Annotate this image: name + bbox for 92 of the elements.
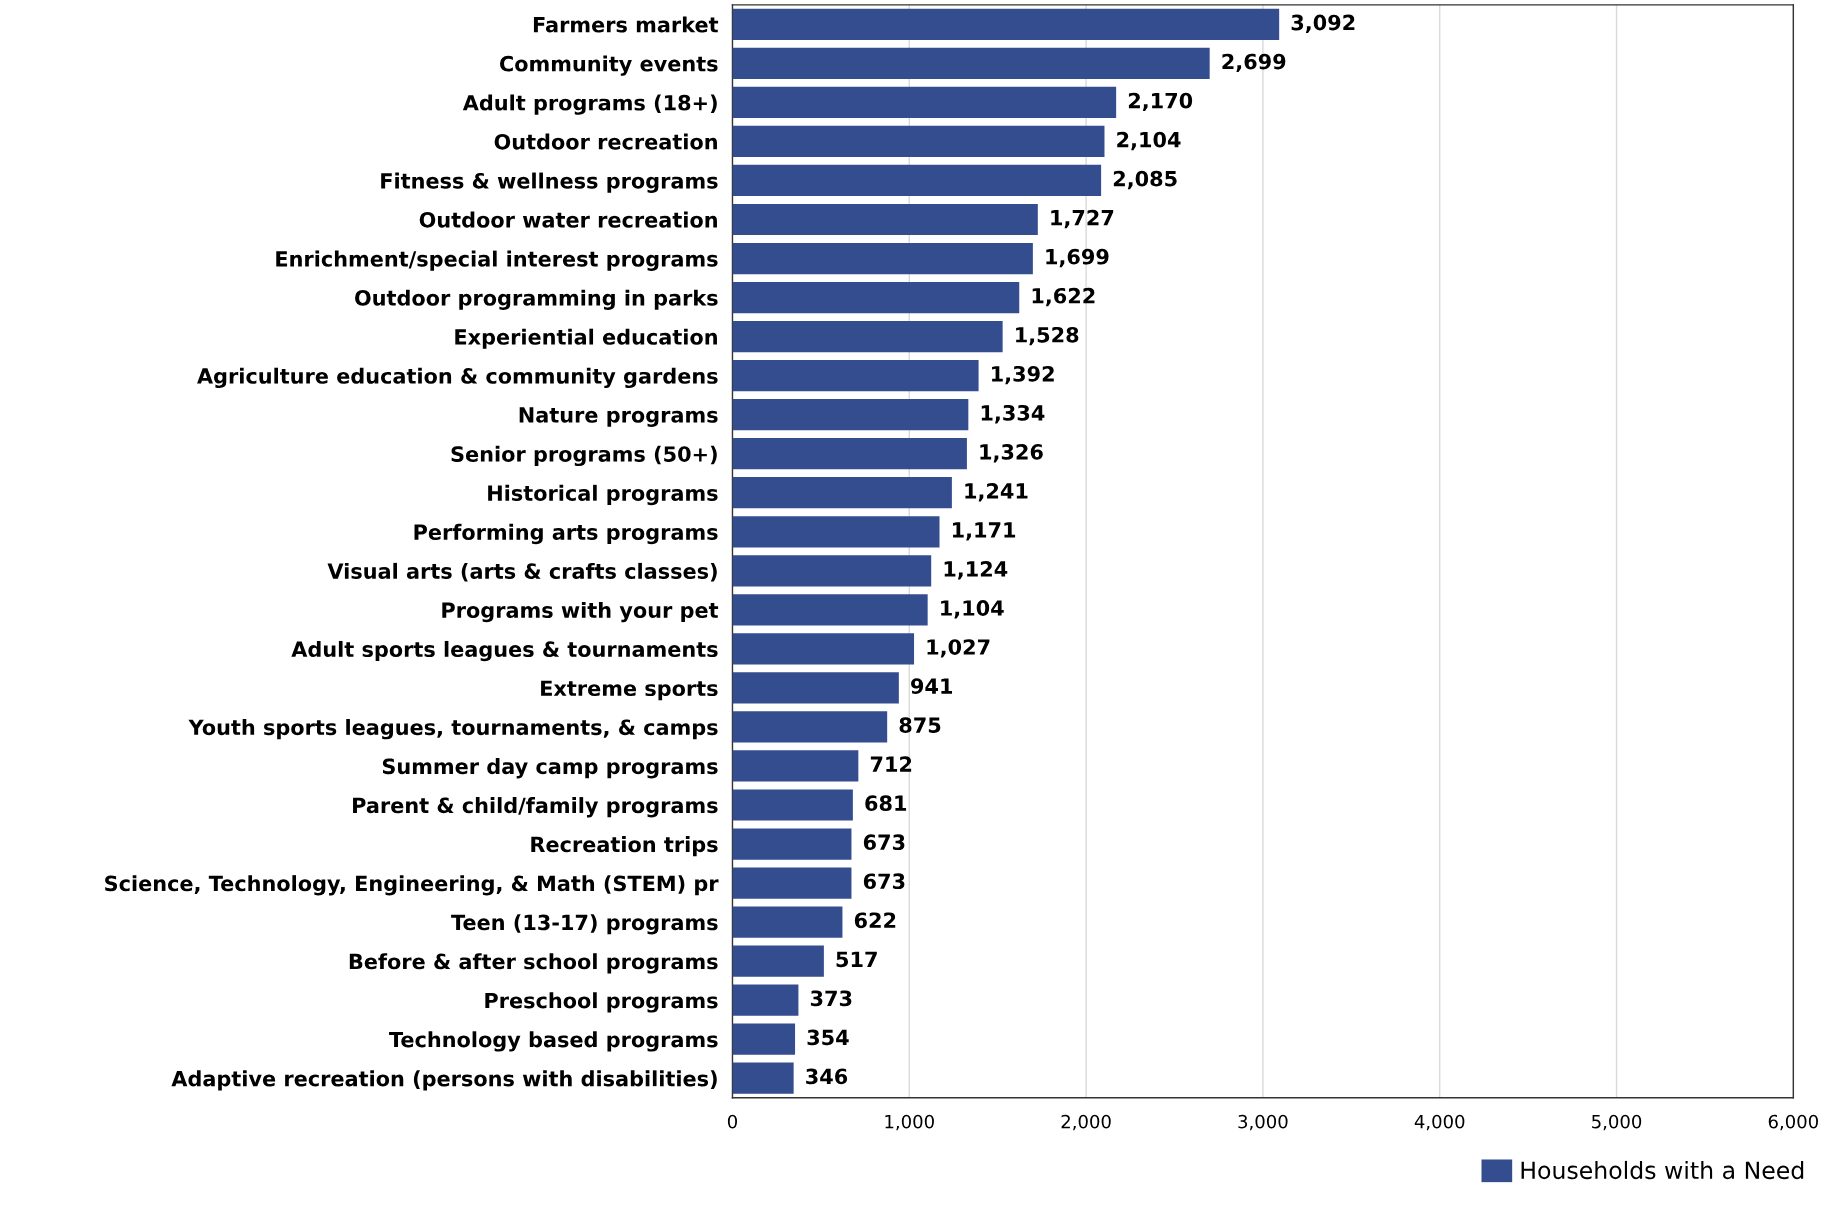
data-label: 681 bbox=[865, 795, 907, 812]
y-tick-label: Farmers market bbox=[533, 16, 719, 33]
x-tick-label: 6,000 bbox=[1768, 1114, 1818, 1131]
y-tick-label: Adult programs (18+) bbox=[462, 94, 717, 115]
y-tick-label: Adaptive recreation (persons with disabilities) bbox=[171, 1070, 717, 1091]
data-label: 2,104 bbox=[1117, 131, 1181, 151]
bar bbox=[732, 516, 940, 548]
bar bbox=[732, 399, 969, 431]
data-label: 1,528 bbox=[1016, 326, 1079, 346]
data-label: 941 bbox=[911, 678, 953, 694]
bar bbox=[732, 203, 1038, 236]
x-tick-label: 1,000 bbox=[885, 1114, 934, 1131]
bar bbox=[732, 86, 1117, 119]
data-label: 1,699 bbox=[1046, 248, 1109, 268]
y-tick-label: Programs with your pet bbox=[442, 601, 719, 623]
data-label: 1,124 bbox=[944, 561, 1008, 580]
data-label: 673 bbox=[863, 873, 905, 890]
data-label: 354 bbox=[807, 1029, 849, 1046]
y-tick-label: Before & after school programs bbox=[349, 953, 718, 974]
y-tick-label: Fitness & wellness programs bbox=[381, 172, 718, 193]
y-tick-label: Preschool programs bbox=[485, 992, 718, 1013]
data-label: 1,171 bbox=[952, 522, 1016, 541]
bar bbox=[732, 242, 1033, 275]
bar bbox=[732, 555, 932, 587]
y-tick-label: Community events bbox=[499, 55, 718, 76]
y-tick-label: Summer day camp programs bbox=[382, 758, 718, 779]
data-label: 2,085 bbox=[1113, 170, 1177, 190]
data-label: 2,699 bbox=[1222, 53, 1286, 73]
bar bbox=[732, 711, 888, 743]
data-label: 673 bbox=[863, 834, 905, 851]
x-tick-label: 5,000 bbox=[1592, 1114, 1642, 1131]
y-tick-label: Extreme sports bbox=[541, 680, 718, 701]
legend-label: Households with a Need bbox=[1521, 1160, 1804, 1180]
y-tick-label: Teen (13-17) programs bbox=[451, 914, 718, 935]
bar bbox=[732, 320, 1003, 353]
data-label: 3,092 bbox=[1291, 14, 1355, 34]
bar bbox=[732, 125, 1105, 158]
bar bbox=[732, 750, 859, 782]
y-tick-label: Outdoor programming in parks bbox=[355, 289, 718, 310]
y-tick-label: Senior programs (50+) bbox=[451, 445, 717, 467]
data-label: 517 bbox=[836, 951, 877, 968]
bar bbox=[732, 47, 1210, 79]
data-label: 1,326 bbox=[980, 443, 1043, 463]
bar bbox=[732, 8, 1280, 40]
bar bbox=[732, 789, 853, 821]
y-tick-label: Outdoor water recreation bbox=[419, 211, 717, 228]
data-label: 1,334 bbox=[981, 404, 1045, 424]
bar bbox=[732, 438, 967, 470]
x-tick-label: 3,000 bbox=[1238, 1114, 1288, 1131]
bar bbox=[732, 906, 843, 938]
data-label: 1,104 bbox=[941, 600, 1004, 619]
y-tick-label: Experiential education bbox=[455, 328, 717, 349]
x-tick-label: 0 bbox=[727, 1114, 738, 1129]
y-tick-label: Nature programs bbox=[519, 407, 718, 427]
bar bbox=[732, 477, 952, 509]
y-tick-label: Agriculture education & community gardens bbox=[197, 367, 718, 389]
data-label: 875 bbox=[899, 717, 941, 733]
bar bbox=[732, 984, 799, 1016]
bar bbox=[732, 633, 915, 665]
bar bbox=[732, 281, 1020, 314]
bar bbox=[732, 867, 852, 899]
y-tick-label: Science, Technology, Engineering, & Math (STEM) pr bbox=[105, 875, 719, 896]
data-label: 373 bbox=[810, 990, 852, 1007]
y-tick-label: Adult sports leagues & tournaments bbox=[291, 640, 718, 662]
y-tick-label: Recreation trips bbox=[531, 836, 718, 857]
y-tick-label: Parent & child/family programs bbox=[353, 797, 718, 818]
data-label: 1,241 bbox=[965, 483, 1028, 502]
bar bbox=[732, 164, 1102, 197]
bar bbox=[732, 594, 928, 626]
data-label: 2,170 bbox=[1128, 92, 1193, 112]
data-label: 712 bbox=[870, 756, 912, 772]
y-tick-label: Historical programs bbox=[488, 484, 718, 506]
x-tick-label: 4,000 bbox=[1414, 1114, 1465, 1131]
data-label: 1,727 bbox=[1051, 209, 1114, 229]
data-label: 622 bbox=[854, 912, 896, 929]
y-tick-label: Enrichment/special interest programs bbox=[276, 250, 718, 271]
bar bbox=[732, 828, 852, 860]
bar bbox=[732, 360, 979, 392]
y-tick-label: Visual arts (arts & crafts classes) bbox=[327, 562, 717, 582]
y-tick-label: Youth sports leagues, tournaments, & camps bbox=[188, 719, 718, 740]
data-label: 1,392 bbox=[992, 365, 1054, 385]
data-label: 346 bbox=[806, 1068, 848, 1085]
data-label: 1,027 bbox=[927, 639, 990, 658]
y-tick-label: Performing arts programs bbox=[414, 523, 718, 545]
y-tick-label: Outdoor recreation bbox=[494, 133, 717, 150]
bar bbox=[732, 672, 899, 704]
bar bbox=[732, 945, 824, 977]
bar bbox=[732, 1062, 794, 1094]
y-tick-label: Technology based programs bbox=[389, 1031, 718, 1052]
bar bbox=[732, 1023, 796, 1055]
x-tick-label: 2,000 bbox=[1061, 1114, 1111, 1131]
data-label: 1,622 bbox=[1032, 287, 1095, 307]
